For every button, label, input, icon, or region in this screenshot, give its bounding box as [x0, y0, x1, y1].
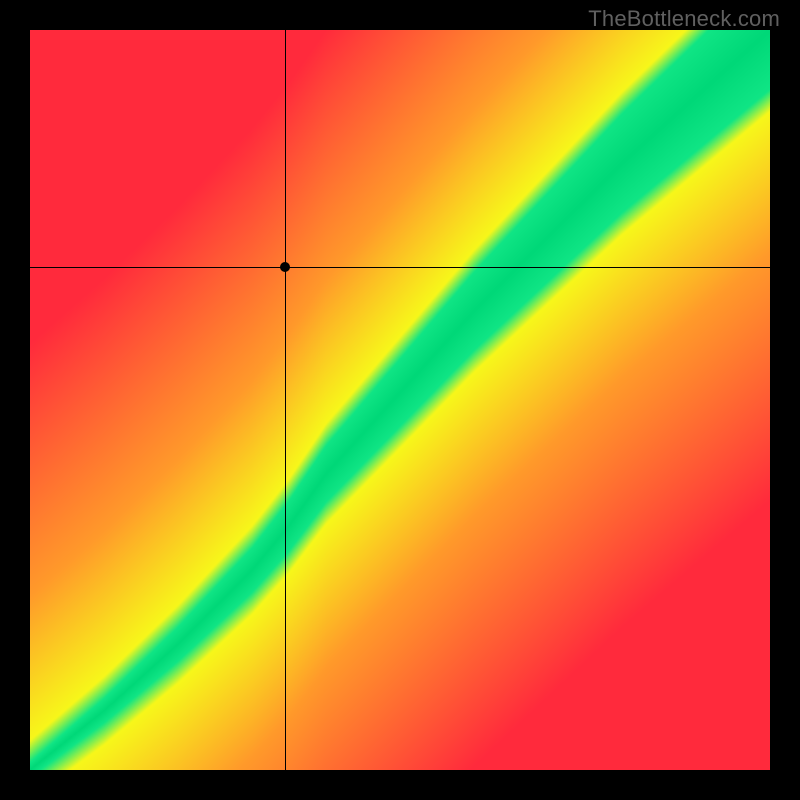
data-point-marker: [280, 262, 290, 272]
crosshair-vertical: [285, 30, 286, 770]
heatmap-canvas: [30, 30, 770, 770]
crosshair-horizontal: [30, 267, 770, 268]
chart-container: TheBottleneck.com: [0, 0, 800, 800]
watermark-text: TheBottleneck.com: [588, 6, 780, 32]
plot-area: [30, 30, 770, 770]
